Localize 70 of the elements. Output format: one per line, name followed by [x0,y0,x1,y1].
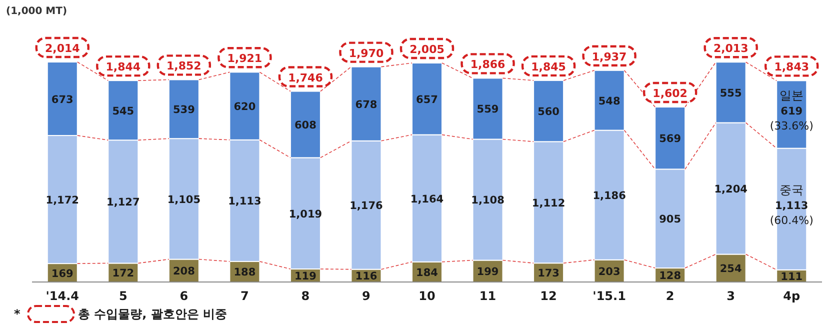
annotation: (60.4%) [770,214,814,228]
data-label: 208 [172,266,195,278]
x-tick-label: '15.1 [592,289,626,303]
data-label: 173 [538,268,560,280]
data-label: 111 [780,270,803,283]
x-tick-label: 8 [301,289,310,303]
data-label: 620 [234,101,256,114]
data-label: 128 [659,270,682,282]
x-tick-label: 11 [479,289,496,303]
data-label: 555 [720,87,742,100]
x-tick-label: 9 [362,289,370,303]
data-label: 1,186 [592,190,626,202]
total-label: 1,843 [774,60,810,74]
data-label: 1,113 [775,200,808,212]
data-label: 1,172 [46,194,79,207]
data-label: 673 [51,94,74,106]
total-label: 1,602 [652,87,688,100]
y-axis-title: (1,000 MT) [6,6,68,17]
data-label: 199 [476,266,499,278]
data-label: 619 [780,105,803,118]
x-tick-label: 3 [726,289,736,303]
series-label: 일본 [780,88,804,102]
total-label: 1,921 [227,52,262,66]
data-label: 559 [476,104,499,116]
x-tick-label: 7 [240,289,249,303]
data-label: 548 [598,95,620,108]
x-tick-label: 6 [180,289,188,303]
data-label: 184 [416,266,438,279]
data-label: 1,176 [350,200,383,212]
data-label: 172 [112,268,134,280]
data-label: 1,108 [471,194,504,207]
total-label: 1,937 [592,50,627,64]
data-label: 1,105 [167,194,201,206]
data-label: 539 [172,104,195,116]
data-label: 1,127 [106,196,140,209]
data-label: 203 [598,266,620,278]
data-label: 254 [720,263,742,276]
total-label: 2,014 [44,42,80,55]
data-label: 1,204 [714,183,748,196]
data-label: 119 [294,270,316,282]
data-label: 169 [51,268,74,280]
x-tick-label: 4p [783,289,800,303]
data-label: 905 [659,214,682,226]
data-label: 188 [234,266,256,279]
total-label: 2,005 [410,42,444,56]
data-label: 545 [112,105,134,118]
x-tick-label: 10 [418,289,436,303]
total-label: 2,013 [713,42,748,56]
data-label: 569 [659,133,682,146]
total-label: 1,844 [106,60,141,74]
x-tick-label: 5 [118,289,128,303]
total-label: 1,866 [470,58,506,72]
data-label: 1,113 [228,196,262,208]
x-tick-label: '14.4 [46,289,80,303]
data-label: 560 [538,106,560,118]
x-tick-label: 12 [540,289,557,303]
total-label: 1,970 [348,46,384,60]
x-tick-label: 2 [666,289,674,303]
total-label: 1,845 [531,60,566,74]
data-label: 1,112 [532,197,566,210]
data-label: 608 [294,119,316,132]
data-label: 1,164 [410,193,444,206]
series-label: 중국 [780,183,804,198]
text: * 총 수입물량, 괄호안은 비중 [14,307,228,321]
data-label: 657 [416,94,438,106]
total-label: 1,852 [166,60,202,73]
total-label: 1,746 [288,71,324,84]
data-label: 116 [355,270,378,283]
data-label: 678 [355,98,378,111]
data-label: 1,019 [288,208,322,220]
